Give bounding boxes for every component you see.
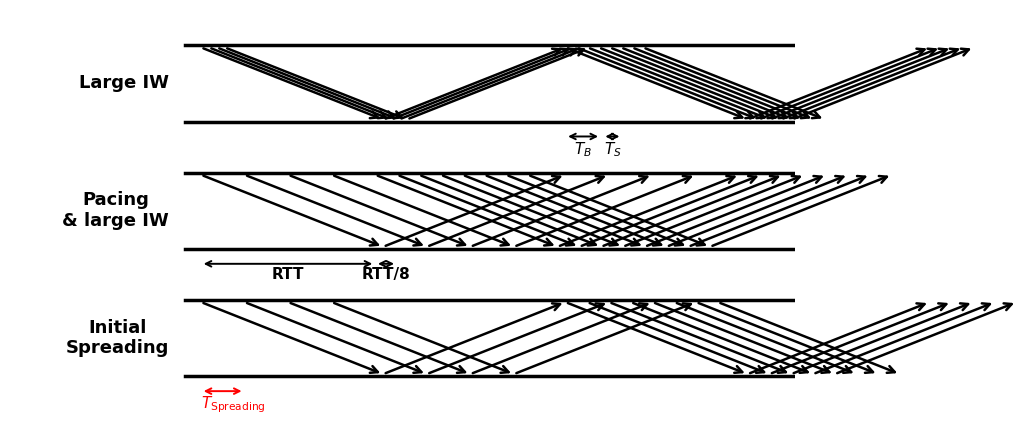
Text: RTT: RTT: [272, 267, 304, 282]
Text: Large IW: Large IW: [79, 74, 169, 92]
Text: $T_{\mathrm{Spreading}}$: $T_{\mathrm{Spreading}}$: [201, 395, 266, 415]
Text: $T_S$: $T_S$: [603, 140, 622, 159]
Text: RTT/8: RTT/8: [362, 267, 411, 282]
Text: Initial
Spreading: Initial Spreading: [66, 319, 169, 357]
Text: Pacing
& large IW: Pacing & large IW: [63, 191, 169, 230]
Text: $T_B$: $T_B$: [574, 140, 592, 159]
